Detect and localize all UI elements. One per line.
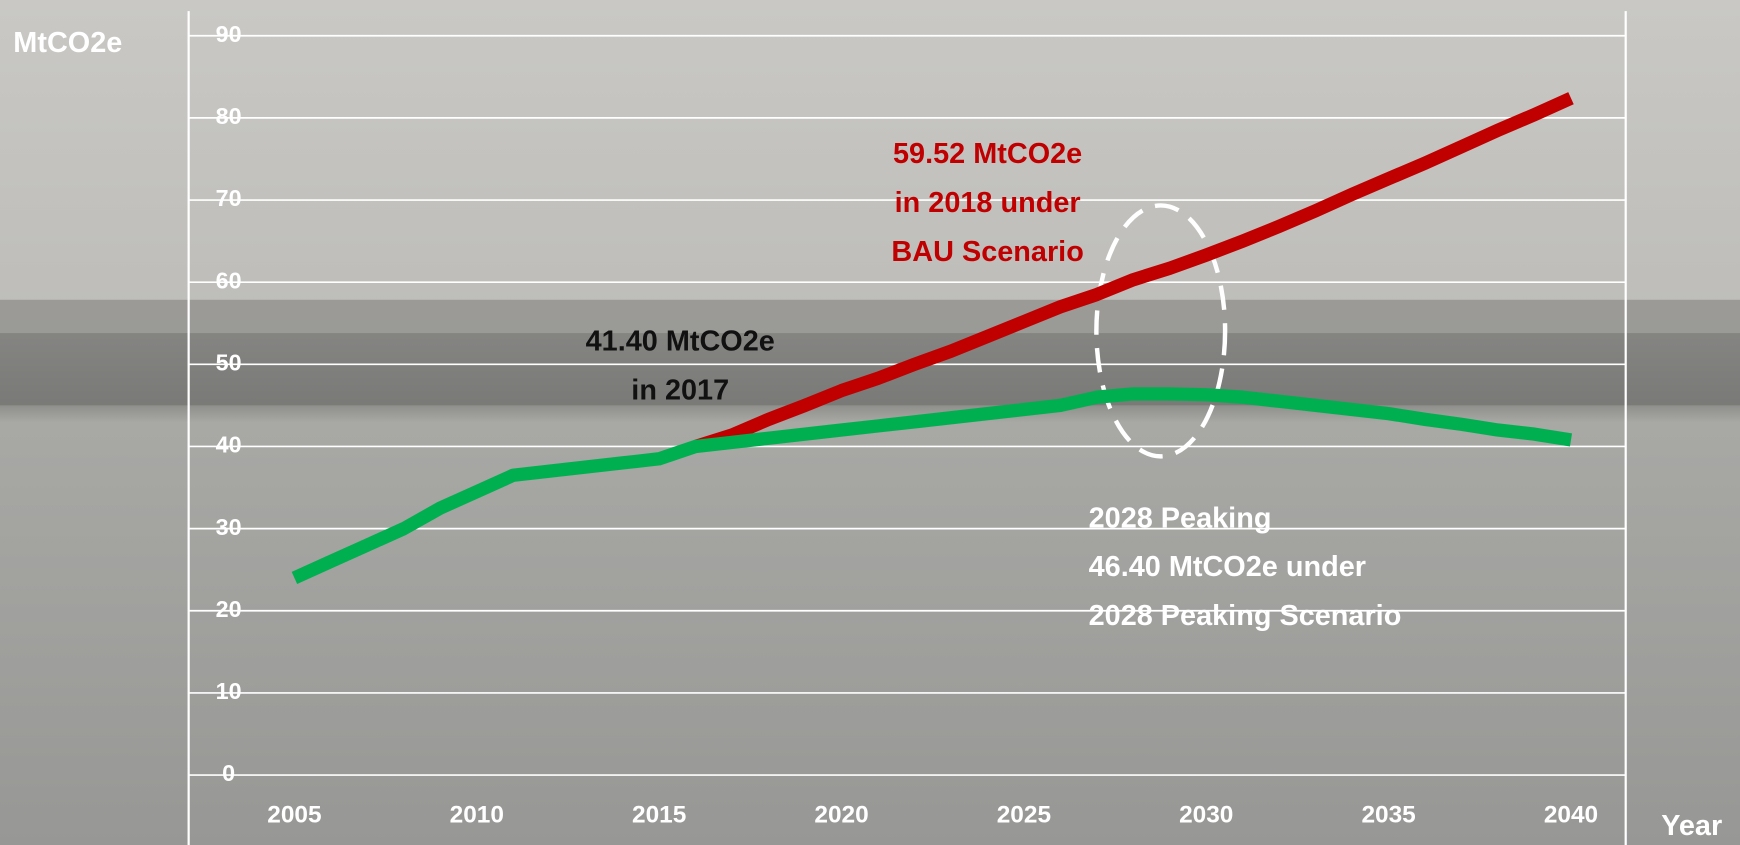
x-tick-label: 2020 [814, 802, 868, 829]
x-tick-label: 2005 [267, 802, 321, 829]
x-tick-label: 2035 [1361, 802, 1415, 829]
x-axis-label: Year [1661, 810, 1722, 842]
annotation: BAU Scenario [891, 236, 1083, 268]
y-tick-label: 20 [216, 596, 242, 622]
chart: MtCO2e Year 0102030405060708090200520102… [0, 0, 1740, 845]
y-tick-label: 80 [216, 103, 242, 129]
x-tick-label: 2025 [997, 802, 1051, 829]
page: MtCO2e Year 0102030405060708090200520102… [0, 0, 1740, 845]
annotation: in 2018 under [895, 187, 1081, 219]
annotation: 2028 Peaking Scenario [1089, 600, 1402, 632]
x-tick-label: 2040 [1544, 802, 1598, 829]
annotation: 59.52 MtCO2e [893, 138, 1082, 170]
y-axis-label: MtCO2e [13, 27, 122, 59]
background-shore [0, 333, 1740, 405]
x-tick-label: 2030 [1179, 802, 1233, 829]
y-tick-label: 70 [216, 185, 242, 211]
x-tick-label: 2015 [632, 802, 686, 829]
x-tick-label: 2010 [450, 802, 504, 829]
annotation: in 2017 [631, 375, 729, 407]
y-tick-label: 30 [216, 514, 242, 540]
annotation: 41.40 MtCO2e [586, 326, 775, 358]
y-tick-label: 60 [216, 267, 242, 293]
y-tick-label: 50 [216, 349, 242, 375]
y-tick-label: 40 [216, 432, 242, 458]
annotation: 46.40 MtCO2e under [1089, 551, 1366, 583]
annotation: 2028 Peaking [1089, 502, 1272, 534]
y-tick-label: 10 [216, 678, 242, 704]
y-tick-label: 0 [222, 760, 235, 786]
y-tick-label: 90 [216, 21, 242, 47]
